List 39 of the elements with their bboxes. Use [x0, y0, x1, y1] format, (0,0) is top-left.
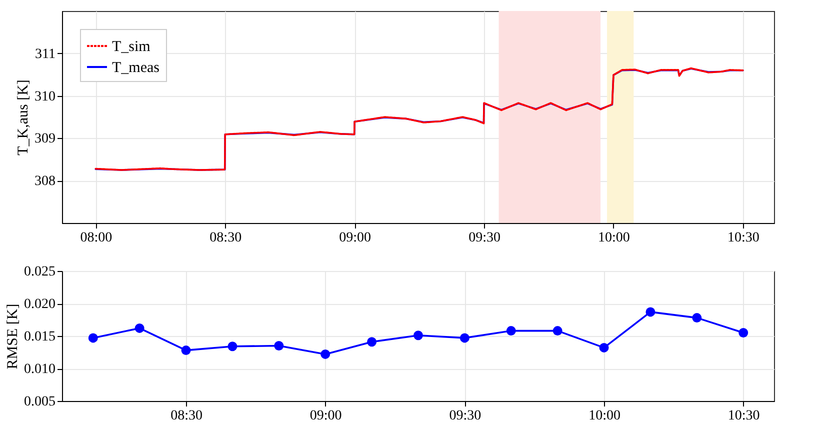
- x-tick-label: 09:30: [449, 408, 482, 424]
- y-tick-label: 0.015: [24, 330, 56, 344]
- point: [599, 342, 609, 352]
- point: [646, 307, 656, 317]
- x-tick-label: 08:00: [80, 230, 112, 246]
- x-tick-label: 09:00: [310, 408, 342, 424]
- y-tick-label: 0.010: [24, 362, 56, 377]
- y-tick-label: 0.025: [24, 264, 56, 280]
- x-tick-label: 10:30: [728, 408, 760, 424]
- point: [738, 328, 748, 338]
- point: [274, 341, 284, 350]
- y-axis-title: RMSE [K]: [5, 304, 21, 370]
- point: [88, 333, 98, 343]
- legend-label: T_meas: [112, 60, 160, 76]
- point: [228, 342, 238, 352]
- point: [181, 346, 191, 356]
- x-tick-label: 09:00: [339, 230, 372, 246]
- y-tick-label: 310: [34, 89, 56, 104]
- x-tick-label: 10:00: [588, 408, 620, 424]
- point: [692, 313, 702, 323]
- point: [552, 326, 562, 336]
- y-tick-label: 308: [34, 174, 56, 190]
- y-tick-label: 311: [35, 46, 56, 62]
- x-tick-label: 08:30: [210, 230, 242, 246]
- y-tick-label: 0.020: [24, 297, 56, 312]
- y-tick-label: 309: [34, 132, 56, 147]
- y-axis-title: T_K,aus [K]: [16, 80, 32, 156]
- point: [413, 330, 423, 340]
- x-tick-label: 08:30: [170, 408, 202, 424]
- y-tick-label: 0.005: [24, 394, 56, 410]
- point: [367, 337, 377, 347]
- x-tick-label: 10:30: [727, 230, 760, 246]
- point: [460, 333, 470, 343]
- x-tick-label: 09:30: [468, 230, 500, 246]
- point: [134, 323, 144, 333]
- legend-label: T_sim: [112, 39, 151, 55]
- x-tick-label: 10:00: [598, 230, 630, 246]
- point: [506, 326, 516, 336]
- point: [320, 349, 330, 359]
